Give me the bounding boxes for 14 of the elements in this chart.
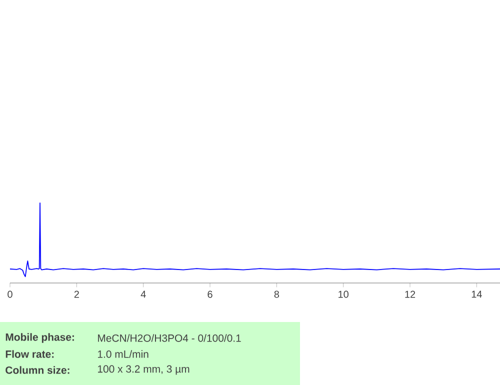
- x-tick-label: 10: [338, 290, 348, 298]
- text: Flow rate:: [6, 350, 54, 358]
- x-tick-label: 2: [74, 290, 79, 298]
- x-tick-label: 0: [8, 290, 12, 298]
- x-tick-label: 6: [208, 290, 212, 298]
- text: Mobile phase:: [6, 333, 74, 343]
- x-tick-label: 12: [405, 290, 416, 298]
- text: 100 x 3.2 mm, 3 µm: [98, 365, 190, 375]
- x-tick-label: 8: [274, 290, 280, 298]
- text: Column size:: [6, 366, 70, 374]
- text: MeCN/H2O/H3PO4 - 0/100/0.1: [98, 334, 241, 342]
- x-tick-label: 4: [140, 290, 146, 298]
- text: 1.0 mL/min: [98, 350, 148, 358]
- x-tick-label: 14: [472, 290, 482, 298]
